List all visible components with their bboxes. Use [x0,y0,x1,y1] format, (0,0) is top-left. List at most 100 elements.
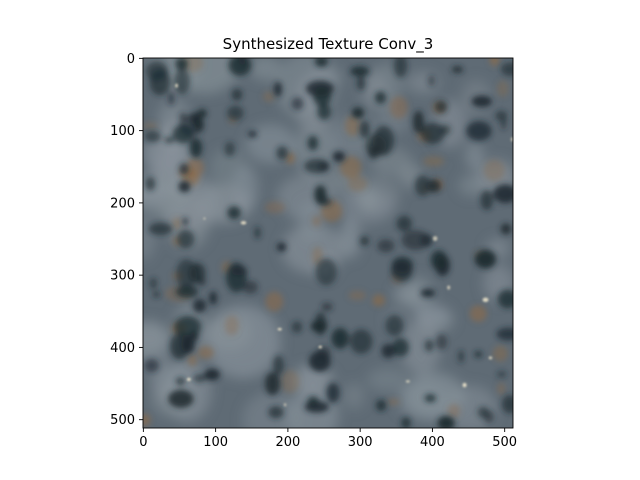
dark-blob [318,161,329,172]
dark-blob [273,81,283,97]
dark-blob [145,176,156,191]
dark-blob [412,110,424,134]
dark-blob [152,291,161,298]
brown-patch [187,354,198,367]
brown-patch [185,158,205,178]
dark-blob [493,184,513,204]
light-patch [465,141,484,171]
brown-patch [224,315,239,336]
y-tick-label: 300 [110,269,135,284]
dark-blob [458,350,464,363]
y-tick-label: 200 [110,196,135,211]
dark-blob [483,410,495,424]
dark-blob [193,298,207,313]
dark-blob [307,135,319,151]
dark-blob [501,394,513,414]
light-patch [232,164,259,213]
dark-blob [144,358,160,373]
dark-blob [175,377,186,386]
dark-blob [174,316,202,338]
brown-patch [265,291,284,312]
x-tick-label: 0 [139,435,147,450]
dark-blob [396,215,412,232]
dark-blob [315,258,337,286]
dark-blob [305,80,335,97]
dark-blob [164,136,175,144]
dark-blob [276,146,288,160]
dark-blob [356,75,366,91]
brown-patch [197,345,214,360]
brown-patch [345,115,361,137]
dark-blob [265,372,280,396]
dark-blob [228,58,252,76]
y-tick-label: 100 [110,124,135,139]
brown-patch [387,398,400,406]
dark-blob [451,66,464,73]
brown-patch [264,201,286,214]
highlight-speck [488,356,493,360]
dark-blob [391,260,413,282]
highlight-speck [462,382,467,388]
highlight-speck [186,377,191,381]
highlight-speck [175,83,178,88]
dark-blob [314,312,327,336]
dark-blob [179,163,189,175]
dark-blob [242,280,258,294]
dark-blob [317,103,332,120]
dark-blob [471,95,493,108]
highlight-speck [318,345,322,349]
highlight-speck [240,221,247,225]
dark-blob [227,206,241,220]
texture-highlights [175,83,513,407]
dark-blob [149,68,171,96]
dark-blob [149,277,158,290]
dark-blob [197,277,207,287]
brown-patch [492,345,508,362]
dark-blob [168,389,194,408]
dark-blob [497,289,513,309]
highlight-speck [432,236,438,242]
brown-patch [497,382,506,395]
dark-blob [190,112,200,125]
dark-blob [474,249,497,269]
y-tick-label: 500 [110,413,135,428]
brown-patch [285,152,295,165]
light-patch [400,320,441,375]
highlight-speck [203,217,206,220]
dark-blob [317,197,332,207]
dark-blob [424,339,434,352]
brown-patch [348,290,367,301]
dark-blob [174,68,190,95]
dark-blob [209,291,218,305]
dark-blob [167,91,175,106]
light-patch [395,380,448,420]
brown-patch [340,156,362,179]
x-tick-label: 100 [203,435,228,450]
dark-blob [254,226,261,239]
light-patch [458,174,485,197]
dark-blob [321,302,333,312]
dark-blob [377,239,395,253]
dark-blob [349,329,373,354]
dark-blob [350,66,370,77]
brown-patch [496,80,509,98]
dark-blob [496,327,513,341]
dark-blob [401,417,411,428]
dark-blob [291,321,303,333]
dark-blob [385,314,404,336]
x-tick-label: 200 [275,435,300,450]
y-tick-label: 400 [110,341,135,356]
dark-blob [317,346,331,359]
light-patch [163,358,212,423]
highlight-speck [277,328,282,331]
dark-blob [420,288,436,298]
dark-blob [231,88,243,101]
dark-blob [331,327,349,349]
highlight-speck [447,285,451,290]
dark-blob [435,334,448,350]
chart-title: Synthesized Texture Conv_3 [223,35,434,54]
dark-blob [434,100,448,113]
dark-blob [176,229,195,249]
dark-blob [359,236,370,246]
